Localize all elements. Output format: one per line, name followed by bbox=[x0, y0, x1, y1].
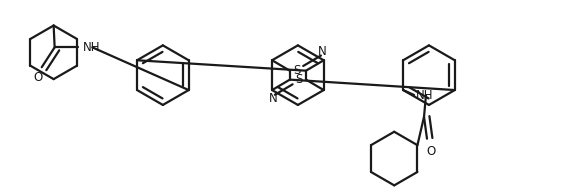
Text: NH: NH bbox=[416, 89, 434, 102]
Text: S: S bbox=[295, 73, 303, 86]
Text: O: O bbox=[426, 145, 436, 158]
Text: N: N bbox=[318, 45, 327, 58]
Text: NH: NH bbox=[83, 41, 100, 54]
Text: N: N bbox=[269, 92, 277, 105]
Text: O: O bbox=[33, 71, 42, 84]
Text: S: S bbox=[293, 64, 301, 77]
